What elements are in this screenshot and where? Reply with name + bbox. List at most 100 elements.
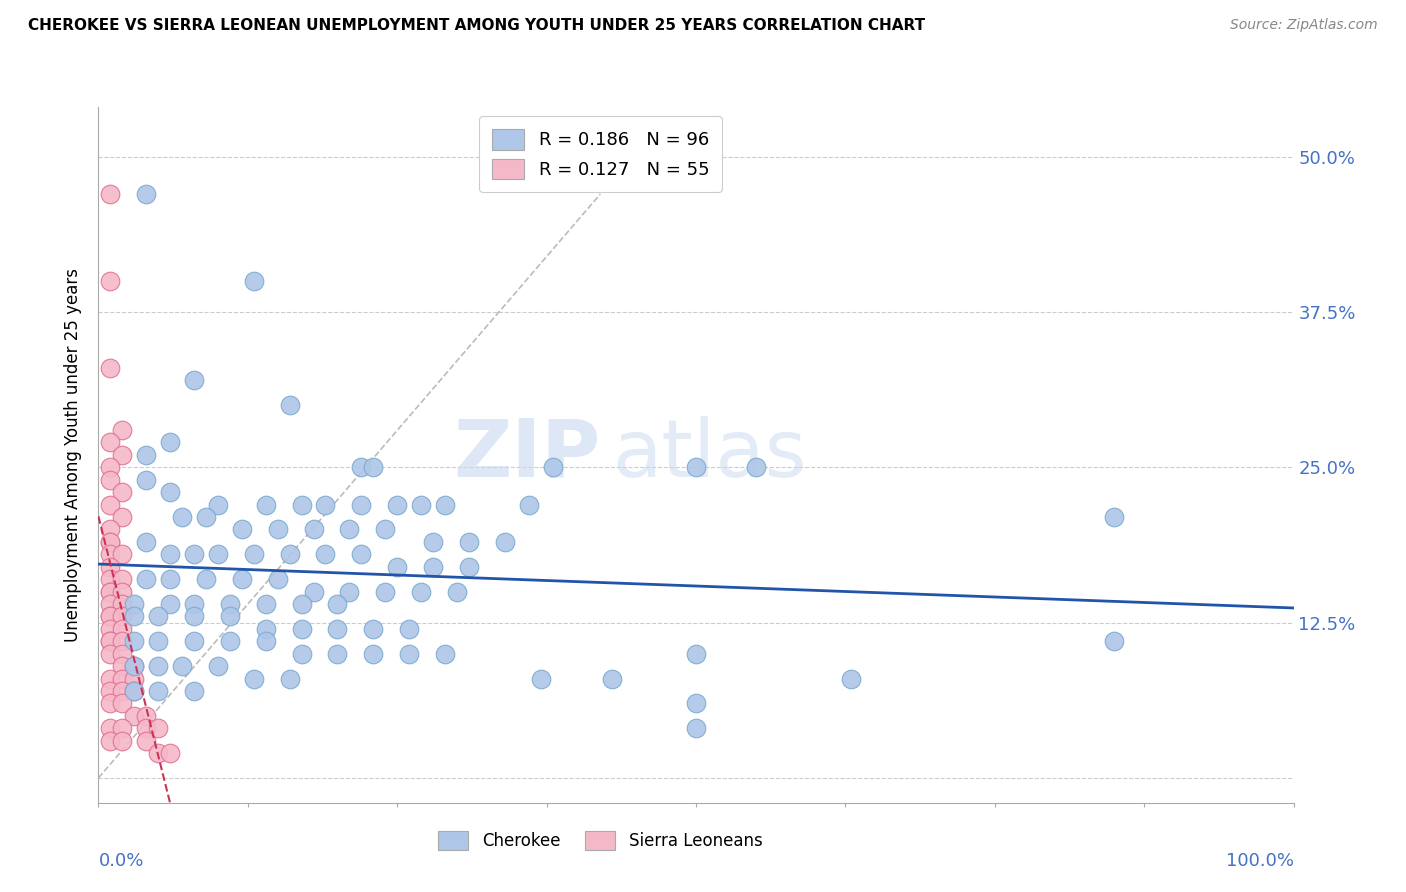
Text: 100.0%: 100.0% — [1226, 852, 1294, 870]
Point — [385, 498, 409, 512]
Point — [183, 609, 205, 624]
Point — [207, 547, 229, 561]
Point — [135, 448, 157, 462]
Point — [111, 597, 134, 611]
Point — [111, 733, 134, 747]
Point — [291, 647, 314, 661]
Point — [111, 721, 134, 735]
Point — [111, 572, 134, 586]
Point — [159, 547, 181, 561]
Point — [339, 584, 360, 599]
Point — [124, 659, 146, 673]
Point — [98, 534, 122, 549]
Point — [98, 684, 122, 698]
Point — [254, 597, 277, 611]
Point — [398, 622, 420, 636]
Point — [111, 510, 134, 524]
Point — [111, 423, 134, 437]
Point — [685, 460, 707, 475]
Point — [135, 534, 157, 549]
Point — [135, 708, 157, 723]
Point — [98, 435, 122, 450]
Point — [111, 584, 134, 599]
Point — [254, 634, 277, 648]
Text: CHEROKEE VS SIERRA LEONEAN UNEMPLOYMENT AMONG YOUTH UNDER 25 YEARS CORRELATION C: CHEROKEE VS SIERRA LEONEAN UNEMPLOYMENT … — [28, 18, 925, 33]
Point — [374, 584, 396, 599]
Point — [111, 647, 134, 661]
Legend: Cherokee, Sierra Leoneans: Cherokee, Sierra Leoneans — [432, 824, 769, 857]
Point — [194, 510, 218, 524]
Point — [326, 597, 349, 611]
Point — [159, 435, 181, 450]
Point — [159, 746, 181, 760]
Point — [398, 647, 420, 661]
Point — [124, 597, 146, 611]
Point — [458, 559, 481, 574]
Point — [302, 523, 325, 537]
Point — [541, 460, 564, 475]
Point — [98, 672, 122, 686]
Point — [517, 498, 540, 512]
Point — [111, 485, 134, 500]
Point — [111, 634, 134, 648]
Point — [243, 547, 266, 561]
Point — [98, 534, 122, 549]
Point — [183, 373, 205, 387]
Point — [243, 672, 266, 686]
Point — [183, 597, 205, 611]
Point — [326, 647, 349, 661]
Point — [350, 498, 373, 512]
Point — [98, 361, 122, 376]
Point — [411, 498, 433, 512]
Point — [602, 672, 624, 686]
Point — [278, 672, 301, 686]
Point — [111, 622, 134, 636]
Point — [98, 609, 122, 624]
Point — [446, 584, 468, 599]
Point — [494, 534, 516, 549]
Point — [302, 584, 325, 599]
Point — [458, 534, 481, 549]
Point — [98, 584, 122, 599]
Point — [148, 609, 170, 624]
Point — [326, 622, 349, 636]
Text: Source: ZipAtlas.com: Source: ZipAtlas.com — [1230, 18, 1378, 32]
Point — [148, 659, 170, 673]
Point — [433, 498, 456, 512]
Point — [385, 559, 409, 574]
Point — [267, 523, 290, 537]
Point — [422, 559, 444, 574]
Point — [124, 672, 146, 686]
Point — [291, 498, 314, 512]
Point — [111, 659, 134, 673]
Point — [231, 572, 253, 586]
Point — [374, 523, 396, 537]
Point — [278, 398, 301, 412]
Point — [363, 622, 385, 636]
Point — [98, 547, 122, 561]
Point — [339, 523, 360, 537]
Point — [98, 523, 122, 537]
Point — [159, 485, 181, 500]
Point — [219, 609, 242, 624]
Point — [98, 572, 122, 586]
Point — [685, 721, 707, 735]
Point — [98, 473, 122, 487]
Point — [411, 584, 433, 599]
Point — [111, 609, 134, 624]
Point — [111, 547, 134, 561]
Point — [98, 721, 122, 735]
Point — [98, 634, 122, 648]
Point — [278, 547, 301, 561]
Point — [159, 572, 181, 586]
Point — [135, 572, 157, 586]
Text: ZIP: ZIP — [453, 416, 600, 494]
Point — [135, 733, 157, 747]
Point — [1102, 510, 1125, 524]
Point — [98, 733, 122, 747]
Point — [231, 523, 253, 537]
Point — [98, 460, 122, 475]
Point — [98, 697, 122, 711]
Point — [183, 684, 205, 698]
Point — [111, 448, 134, 462]
